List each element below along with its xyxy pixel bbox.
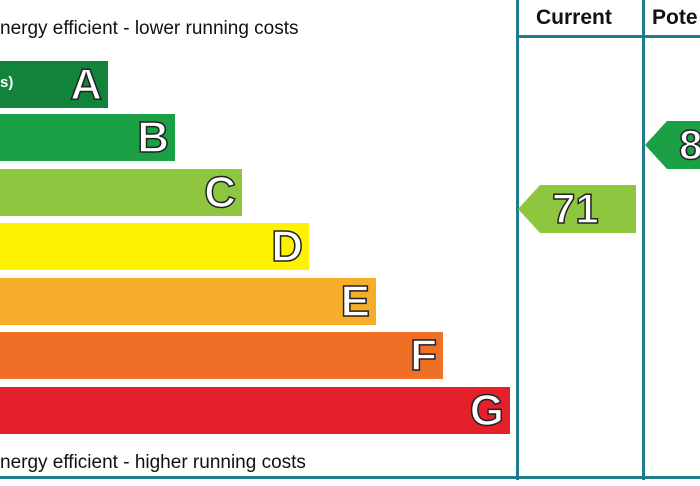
band-letter: F <box>409 330 437 381</box>
potential-rating-arrow: 8 <box>645 121 700 169</box>
band-bar-f: F <box>0 330 443 381</box>
inefficient-caption: nergy efficient - higher running costs <box>0 452 306 473</box>
potential-rating-value: 8 <box>678 121 700 169</box>
current-column-header: Current <box>536 6 612 29</box>
potential-column-header: Pote <box>652 6 698 29</box>
band-letter: B <box>136 112 169 163</box>
current-column-left-border <box>516 0 519 480</box>
band-bar-g: G <box>0 385 510 436</box>
current-column-right-border <box>642 0 645 480</box>
table-bottom-border <box>0 476 700 479</box>
band-range-label: s) <box>0 74 14 91</box>
band-letter: C <box>203 167 236 218</box>
band-letter: A <box>69 59 102 110</box>
band-bar-e: E <box>0 276 376 327</box>
efficient-caption: nergy efficient - lower running costs <box>0 18 299 39</box>
band-bar-c: C <box>0 167 242 218</box>
current-rating-arrow: 71 <box>518 185 636 233</box>
header-divider <box>516 35 700 38</box>
band-bar-d: D <box>0 221 309 272</box>
band-letter: D <box>270 221 303 272</box>
band-bar-b: B <box>0 112 175 163</box>
band-letter: G <box>469 385 505 436</box>
current-rating-value: 71 <box>551 185 599 233</box>
band-letter: E <box>340 276 371 327</box>
band-bar-a: s) A <box>0 59 108 110</box>
